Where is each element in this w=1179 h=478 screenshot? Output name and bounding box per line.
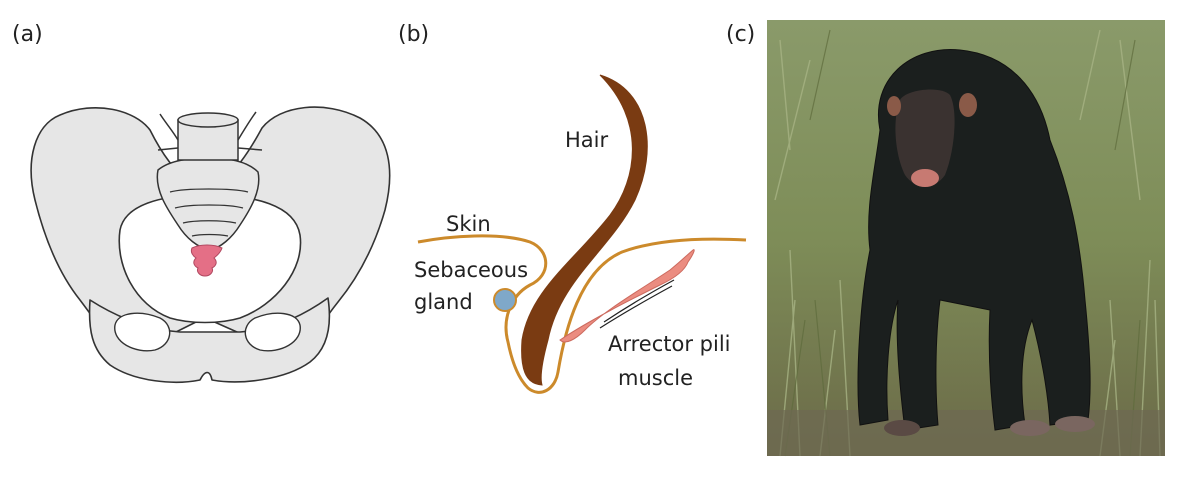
panel-label-c: (c) [726, 22, 756, 47]
pelvis-illustration [30, 106, 391, 383]
label-sebaceous-line1: Sebaceous [414, 258, 529, 282]
chimp-face [895, 89, 955, 187]
chimpanzee-photo [767, 20, 1165, 457]
right-obturator [244, 312, 301, 352]
pubis [88, 297, 331, 383]
left-obturator [114, 312, 171, 352]
panel-b-hair-follicle: (b) Hair Skin Sebaceous gland Arrector p… [390, 0, 770, 478]
hair-follicle-diagram [417, 74, 747, 394]
hair-shaft [521, 74, 648, 386]
panel-c-chimpanzee: (c) [720, 0, 1179, 478]
label-sebaceous-line2: gland [414, 290, 473, 314]
label-skin: Skin [446, 212, 491, 236]
label-hair: Hair [565, 128, 609, 152]
panel-label-a: (a) [12, 22, 43, 47]
panel-label-b: (b) [398, 22, 430, 47]
label-arrector-line2: muscle [618, 366, 694, 390]
skin-line [417, 234, 747, 394]
coccyx [190, 244, 223, 277]
panel-a-pelvis: (a) [0, 0, 400, 478]
arrector-pili-muscle [559, 249, 695, 343]
sebaceous-gland [493, 288, 517, 312]
label-arrector-line1: Arrector pili [608, 332, 731, 356]
